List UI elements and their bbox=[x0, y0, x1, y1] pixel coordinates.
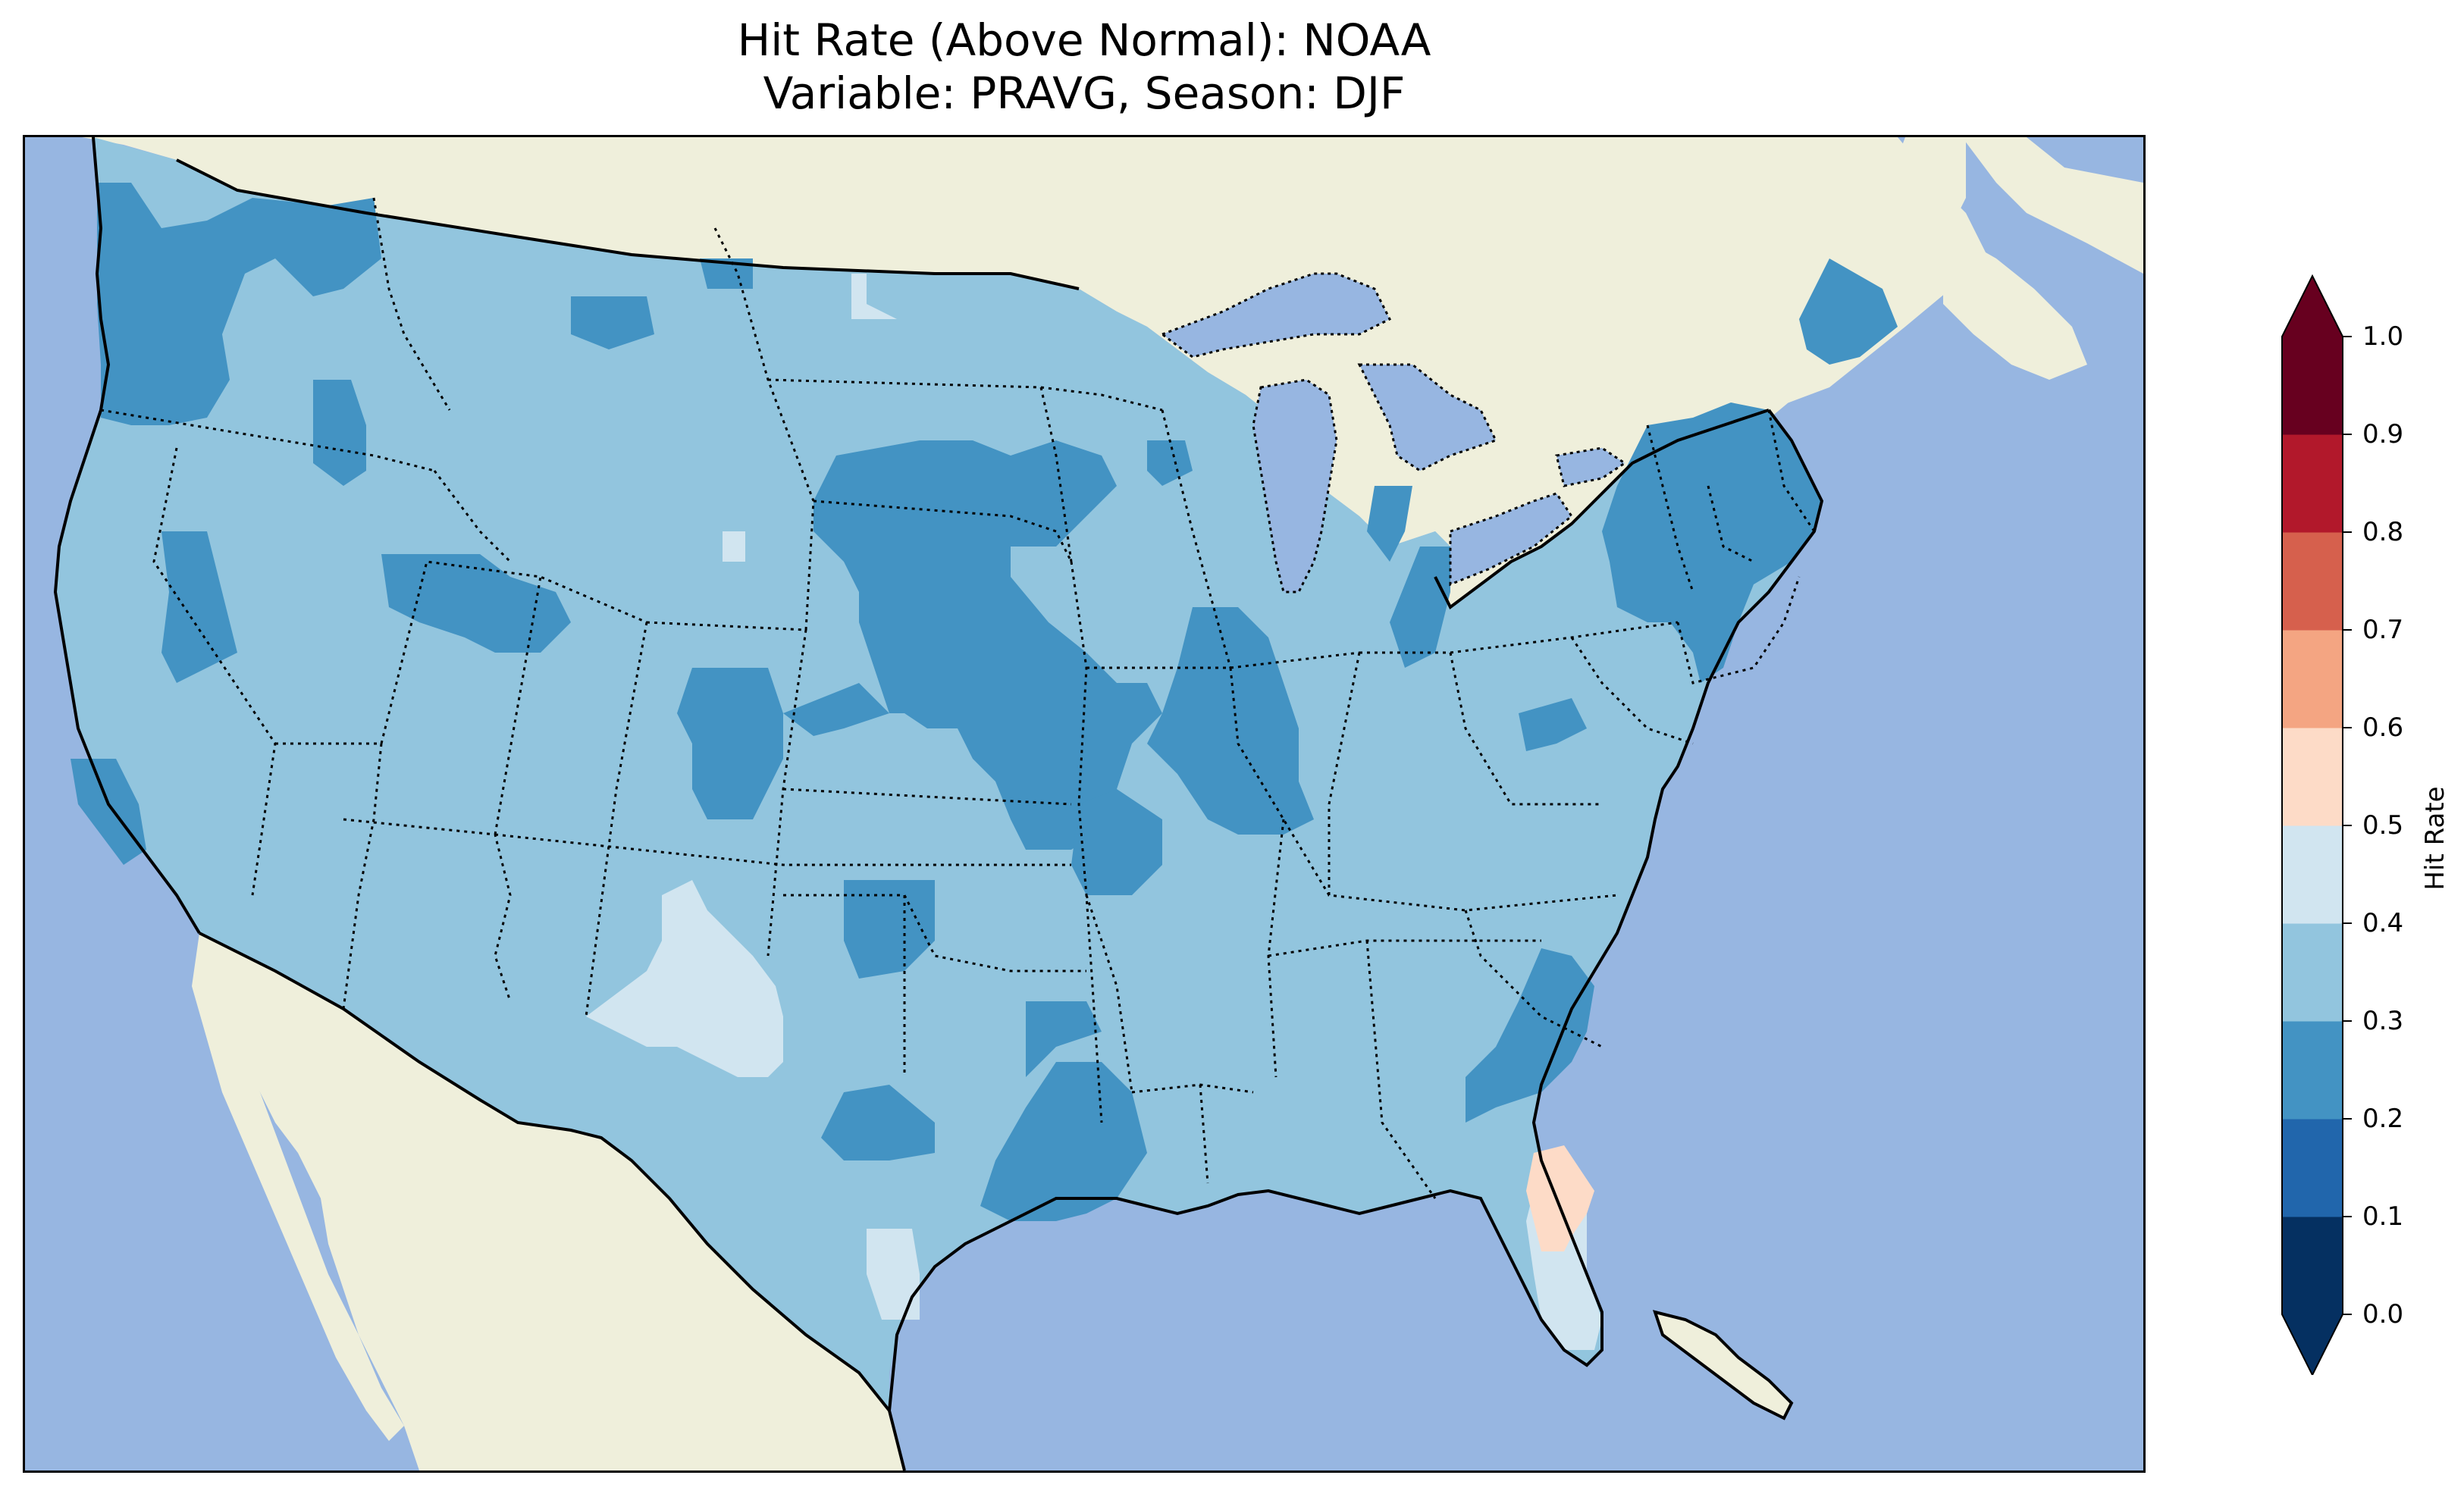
colorbar-tick-label: 0.3 bbox=[2362, 1006, 2404, 1036]
cuba-island bbox=[1655, 1312, 1792, 1418]
colorbar-bin bbox=[2282, 825, 2343, 924]
colorbar-tick-label: 0.9 bbox=[2362, 419, 2404, 449]
colorbar-extend-over bbox=[2282, 276, 2343, 337]
map-panel bbox=[23, 135, 2146, 1473]
baja-peninsula bbox=[192, 933, 404, 1441]
colorbar-tick-label: 0.7 bbox=[2362, 615, 2404, 645]
colorbar-tick-label: 0.2 bbox=[2362, 1104, 2404, 1134]
state-borders bbox=[100, 197, 1816, 1199]
colorbar-bin bbox=[2282, 630, 2343, 728]
low-hit-rate-patches bbox=[71, 183, 1898, 1221]
colorbar-bin bbox=[2282, 728, 2343, 826]
mexico-land bbox=[199, 933, 904, 1471]
title-line-2: Variable: PRAVG, Season: DJF bbox=[763, 67, 1406, 119]
colorbar-extend-under bbox=[2282, 1314, 2343, 1375]
colorbar-label: Hit Rate bbox=[2420, 786, 2450, 891]
colorbar-tick-label: 1.0 bbox=[2362, 321, 2404, 352]
chart-title: Hit Rate (Above Normal): NOAA Variable: … bbox=[23, 14, 2146, 120]
map-svg bbox=[25, 137, 2143, 1471]
colorbar-bin bbox=[2282, 337, 2343, 435]
colorbar-tick-label: 0.6 bbox=[2362, 713, 2404, 743]
colorbar-bin bbox=[2282, 434, 2343, 533]
title-line-1: Hit Rate (Above Normal): NOAA bbox=[737, 14, 1431, 66]
country-borders bbox=[53, 137, 1824, 1471]
colorbar bbox=[2281, 274, 2352, 1375]
maritimes-land bbox=[1943, 228, 2087, 380]
canada-region bbox=[82, 137, 1989, 607]
colorbar-tick-label: 0.0 bbox=[2362, 1299, 2404, 1330]
colorbar-tick-label: 0.1 bbox=[2362, 1201, 2404, 1232]
colorbar-tick-label: 0.4 bbox=[2362, 908, 2404, 938]
colorbar-bin bbox=[2282, 923, 2343, 1022]
colorbar-bin bbox=[2282, 1021, 2343, 1120]
great-lakes bbox=[1159, 272, 1627, 594]
colorbar-bin bbox=[2282, 1217, 2343, 1315]
colorbar-bin bbox=[2282, 532, 2343, 631]
colorbar-tick-label: 0.8 bbox=[2362, 517, 2404, 547]
colorbar-tick-label: 0.5 bbox=[2362, 810, 2404, 841]
florida-patch bbox=[1526, 1145, 1594, 1251]
colorbar-bin bbox=[2282, 1119, 2343, 1217]
